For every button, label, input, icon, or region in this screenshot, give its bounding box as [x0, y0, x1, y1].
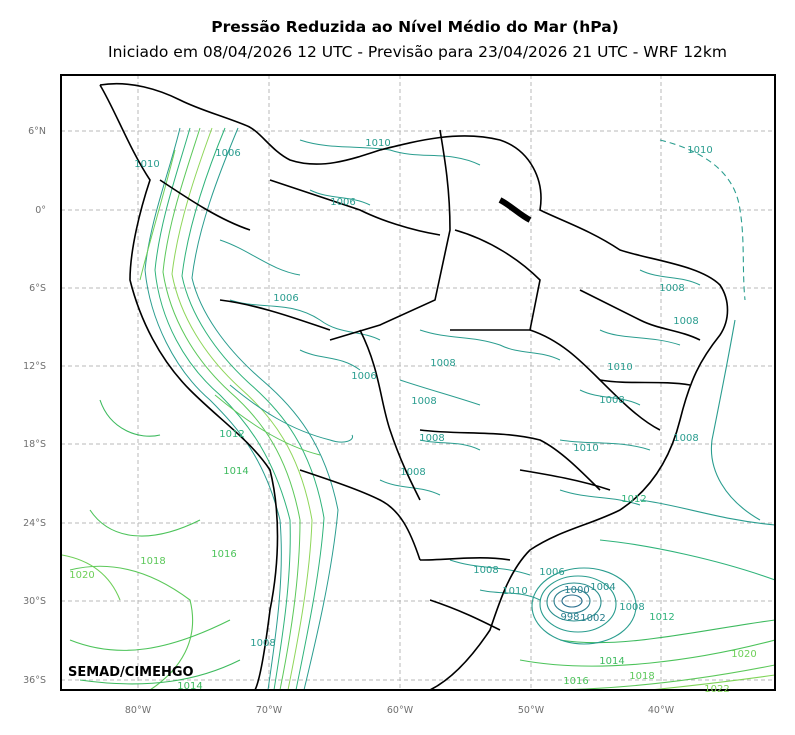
contour-label: 1006 — [539, 567, 564, 578]
contour-label: 1008 — [619, 602, 644, 613]
contour-label: 1008 — [599, 395, 624, 406]
page-title: Pressão Reduzida ao Nível Médio do Mar (… — [211, 18, 619, 36]
lon-tick-label: 80°W — [125, 705, 152, 716]
contour-label: 1010 — [502, 586, 527, 597]
contour-label: 1014 — [177, 681, 202, 692]
lat-tick-label: 24°S — [23, 518, 46, 529]
lon-tick-label: 50°W — [518, 705, 545, 716]
lat-tick-label: 30°S — [23, 596, 46, 607]
contour-labels: 1010 1010 1006 1006 1010 1006 1008 1006 … — [69, 138, 756, 695]
contour-label: 1020 — [69, 570, 94, 581]
coastline-borders — [99, 82, 729, 690]
contour-label: 1002 — [580, 613, 605, 624]
lon-axis-labels: 80°W 70°W 60°W 50°W 40°W — [125, 705, 675, 716]
lat-tick-label: 6°S — [29, 283, 46, 294]
contour-label: 1020 — [731, 649, 756, 660]
contour-label: 1016 — [563, 676, 588, 687]
contour-label: 1008 — [673, 316, 698, 327]
map-frame — [60, 74, 776, 691]
contour-label: 1006 — [330, 197, 355, 208]
contour-label: 998 — [560, 612, 579, 623]
contour-label: 1022 — [704, 684, 729, 695]
contour-label: 1008 — [411, 396, 436, 407]
contour-label: 1000 — [564, 585, 589, 596]
page-subtitle: Iniciado em 08/04/2026 12 UTC - Previsão… — [108, 43, 727, 61]
contour-label: 1010 — [607, 362, 632, 373]
ocean-isobars — [61, 139, 775, 690]
contour-label: 1018 — [140, 556, 165, 567]
contour-label: 1008 — [673, 433, 698, 444]
contour-label: 1010 — [134, 159, 159, 170]
contour-label: 1008 — [473, 565, 498, 576]
contour-label: 1014 — [599, 656, 624, 667]
lat-tick-label: 18°S — [23, 439, 46, 450]
lat-axis-labels: 6°N 0° 6°S 12°S 18°S 24°S 30°S 36°S — [23, 126, 46, 686]
contour-label: 1010 — [365, 138, 390, 149]
andes-contours — [139, 127, 354, 690]
contour-label: 1018 — [629, 671, 654, 682]
contour-label: 1014 — [223, 466, 248, 477]
contour-label: 1006 — [351, 371, 376, 382]
contour-label: 1006 — [215, 148, 240, 159]
contour-label: 1010 — [573, 443, 598, 454]
lon-tick-label: 70°W — [256, 705, 283, 716]
contour-label: 1008 — [659, 283, 684, 294]
contour-label: 1012 — [219, 429, 244, 440]
lon-tick-label: 60°W — [387, 705, 414, 716]
lat-tick-label: 12°S — [23, 361, 46, 372]
lat-tick-label: 0° — [35, 205, 46, 216]
lon-tick-label: 40°W — [648, 705, 675, 716]
contour-label: 1004 — [590, 582, 615, 593]
watermark-label: SEMAD/CIMEHGO — [68, 665, 194, 680]
contour-label: 1010 — [687, 145, 712, 156]
contour-label: 1006 — [273, 293, 298, 304]
contour-label: 1012 — [621, 494, 646, 505]
contour-label: 1008 — [419, 433, 444, 444]
contour-label: 1016 — [211, 549, 236, 560]
lat-tick-label: 6°N — [28, 126, 46, 137]
lat-tick-label: 36°S — [23, 675, 46, 686]
contour-label: 1008 — [250, 638, 275, 649]
contour-label: 1008 — [430, 358, 455, 369]
contour-label: 1008 — [400, 467, 425, 478]
contour-label: 1012 — [649, 612, 674, 623]
